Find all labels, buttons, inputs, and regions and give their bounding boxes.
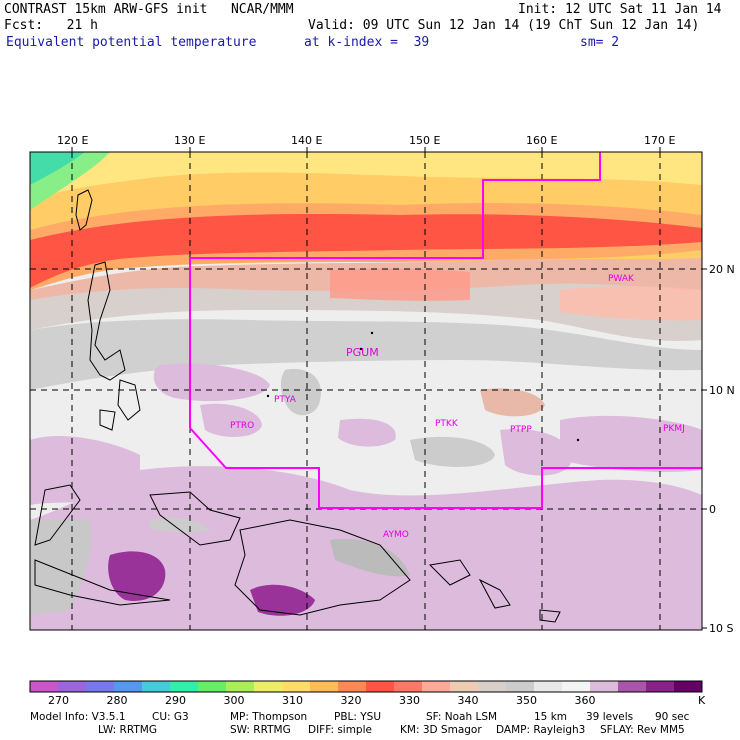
lon-label: 150 E	[409, 134, 441, 147]
colorbar-tick-label: 300	[223, 694, 245, 707]
station-label: PWAK	[608, 274, 635, 284]
station-label: AYMO	[383, 530, 409, 540]
model-pbl: PBL: YSU	[334, 711, 382, 723]
model-sf: SF: Noah LSM	[426, 711, 498, 723]
station-label: PTKK	[435, 419, 459, 429]
model-timestep: 90 sec	[655, 711, 690, 723]
model-mp: MP: Thompson	[230, 711, 308, 723]
model-res: 15 km	[534, 711, 568, 723]
station-label: PTYA	[274, 395, 297, 405]
colorbar-cell	[478, 681, 507, 692]
colorbar-cell	[674, 681, 703, 692]
forecast-hour: Fcst: 21 h	[4, 18, 98, 33]
lat-label: 20 N	[709, 263, 735, 276]
colorbar-cell	[30, 681, 59, 692]
lon-label: 160 E	[526, 134, 558, 147]
colorbar-cell	[114, 681, 143, 692]
colorbar-cell	[646, 681, 675, 692]
colorbar-cell	[282, 681, 311, 692]
station-label: PTPP	[510, 425, 532, 435]
colorbar-cell	[590, 681, 619, 692]
colorbar-cell	[198, 681, 227, 692]
colorbar-tick-label: 290	[165, 694, 186, 707]
colorbar-cell	[254, 681, 283, 692]
colorbar-cell	[450, 681, 479, 692]
header-title: CONTRAST 15km ARW-GFS init NCAR/MMM	[4, 2, 294, 17]
station-label: PTRO	[230, 421, 254, 431]
init-time: Init: 12 UTC Sat 11 Jan 14	[518, 2, 722, 17]
lon-label: 130 E	[174, 134, 206, 147]
colorbar-unit: K	[698, 694, 706, 707]
model-levels: 39 levels	[586, 711, 634, 723]
colorbar-cell	[534, 681, 563, 692]
colorbar-tick-label: 340	[457, 694, 479, 707]
colorbar-cell	[618, 681, 647, 692]
colorbar-cell	[422, 681, 451, 692]
colorbar-cell	[58, 681, 87, 692]
colorbar-cell	[506, 681, 535, 692]
lon-label: 140 E	[291, 134, 323, 147]
model-lw: LW: RRTMG	[98, 724, 157, 736]
model-sw: SW: RRTMG	[230, 724, 291, 736]
colorbar-cell	[310, 681, 339, 692]
colorbar-cell	[366, 681, 395, 692]
lat-label: 0	[709, 503, 716, 516]
colorbar-tick-label: 360	[574, 694, 596, 707]
lon-label: 170 E	[644, 134, 676, 147]
colorbar-cell	[338, 681, 367, 692]
colorbar-tick-label: 280	[106, 694, 128, 707]
level-index: at k-index = 39	[304, 35, 430, 50]
colorbar-cell	[170, 681, 199, 692]
colorbar-cell	[142, 681, 171, 692]
colorbar-tick-label: 330	[399, 694, 420, 707]
coastlines	[34, 189, 561, 623]
model-sflay: SFLAY: Rev MM5	[600, 724, 685, 736]
station-label: PGUM	[346, 346, 379, 359]
colorbar-tick-label: 310	[282, 694, 303, 707]
station-label: PKMJ	[663, 424, 685, 434]
valid-time: Valid: 09 UTC Sun 12 Jan 14 (19 ChT Sun …	[308, 18, 700, 33]
model-version: Model Info: V3.5.1	[30, 711, 126, 723]
map-frame	[29, 151, 703, 631]
domain-boundary	[189, 152, 601, 428]
domain-boundary-south	[189, 427, 702, 509]
model-km: KM: 3D Smagor	[400, 724, 482, 736]
model-cu: CU: G3	[152, 711, 189, 723]
colorbar-cell	[562, 681, 591, 692]
field-name: Equivalent potential temperature	[6, 35, 257, 50]
model-diff: DIFF: simple	[308, 724, 372, 736]
model-damp: DAMP: Rayleigh3	[496, 724, 586, 736]
lat-label: 10 N	[709, 384, 735, 397]
colorbar-cell	[394, 681, 423, 692]
lon-label: 120 E	[57, 134, 89, 147]
colorbar-tick-label: 350	[516, 694, 537, 707]
colorbar-tick-label: 270	[48, 694, 69, 707]
lat-label: 10 S	[709, 622, 734, 635]
colorbar-cell	[86, 681, 115, 692]
smoothing-value: sm= 2	[580, 35, 620, 50]
colorbar-tick-label: 320	[340, 694, 362, 707]
colorbar-cell	[226, 681, 255, 692]
